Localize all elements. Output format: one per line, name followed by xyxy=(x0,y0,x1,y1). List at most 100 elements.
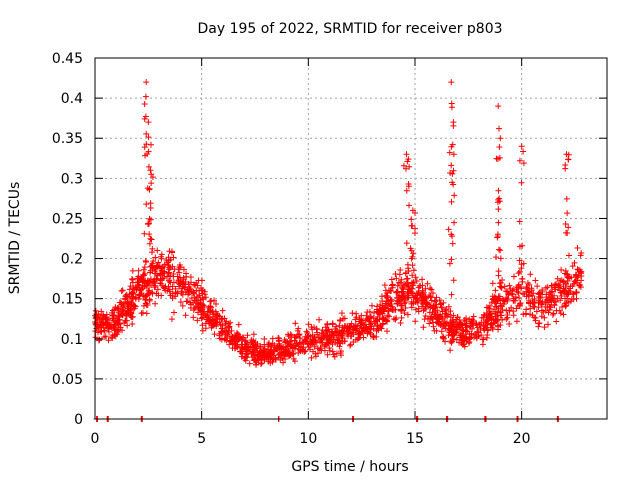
data-point xyxy=(336,322,343,329)
data-point xyxy=(111,327,118,334)
data-point xyxy=(246,360,253,367)
data-point xyxy=(515,302,522,309)
data-point xyxy=(557,277,564,284)
data-point xyxy=(541,314,548,321)
data-point xyxy=(96,314,103,321)
data-point xyxy=(386,313,393,320)
data-point xyxy=(103,322,110,329)
data-point xyxy=(403,151,410,158)
x-tick-label: 15 xyxy=(406,431,424,447)
data-point xyxy=(504,298,511,305)
data-point xyxy=(130,296,137,303)
data-point xyxy=(574,245,581,252)
data-point xyxy=(404,261,411,268)
data-point xyxy=(484,326,491,333)
data-point xyxy=(427,294,434,301)
data-point xyxy=(221,315,228,322)
data-point xyxy=(427,285,434,292)
data-point xyxy=(282,355,289,362)
data-point xyxy=(146,297,153,304)
data-point xyxy=(177,299,184,306)
data-point xyxy=(466,316,473,323)
data-point xyxy=(478,332,485,339)
data-point xyxy=(187,301,194,308)
data-point xyxy=(338,348,345,355)
data-point xyxy=(116,299,123,306)
data-point xyxy=(557,310,564,317)
data-point xyxy=(119,287,126,294)
data-point xyxy=(402,304,409,311)
data-point xyxy=(127,283,134,290)
data-point xyxy=(115,307,122,314)
data-point xyxy=(109,335,116,342)
data-point xyxy=(437,301,444,308)
data-point xyxy=(404,275,411,282)
data-point xyxy=(142,257,149,264)
data-point xyxy=(567,283,574,290)
data-point xyxy=(420,293,427,300)
data-point xyxy=(335,329,342,336)
data-point xyxy=(265,358,272,365)
data-point xyxy=(330,336,337,343)
data-point xyxy=(154,247,161,254)
data-point xyxy=(313,326,320,333)
data-point xyxy=(397,266,404,273)
data-point xyxy=(147,216,154,223)
data-point xyxy=(154,286,161,293)
data-point xyxy=(194,309,201,316)
data-point xyxy=(495,246,502,253)
data-point xyxy=(349,310,356,317)
data-point xyxy=(250,337,257,344)
data-point xyxy=(177,281,184,288)
data-point xyxy=(550,310,557,317)
data-point xyxy=(257,343,264,350)
x-tick-label: 0 xyxy=(91,431,100,447)
data-point xyxy=(494,231,501,238)
data-point xyxy=(415,305,422,312)
data-point xyxy=(326,347,333,354)
data-point xyxy=(195,293,202,300)
data-point xyxy=(167,292,174,299)
data-point xyxy=(420,324,427,331)
data-point xyxy=(124,305,131,312)
data-point xyxy=(450,319,457,326)
data-point xyxy=(128,301,135,308)
data-point xyxy=(534,283,541,290)
data-point xyxy=(123,312,130,319)
data-point xyxy=(409,207,416,214)
data-point xyxy=(285,333,292,340)
data-point xyxy=(194,282,201,289)
data-point xyxy=(518,179,525,186)
data-point xyxy=(413,295,420,302)
data-point xyxy=(387,296,394,303)
data-point xyxy=(329,348,336,355)
data-point xyxy=(400,294,407,301)
data-point xyxy=(493,318,500,325)
data-point xyxy=(129,320,136,327)
data-point xyxy=(405,183,412,190)
data-point xyxy=(258,355,265,362)
data-point xyxy=(539,288,546,295)
data-point xyxy=(409,280,416,287)
data-point xyxy=(447,314,454,321)
data-point xyxy=(381,282,388,289)
data-point xyxy=(347,332,354,339)
data-point xyxy=(170,279,177,286)
data-point xyxy=(506,307,513,314)
data-point xyxy=(302,347,309,354)
data-point xyxy=(314,345,321,352)
data-point xyxy=(436,297,443,304)
data-point xyxy=(445,303,452,310)
data-point xyxy=(578,250,585,257)
data-point xyxy=(382,300,389,307)
data-point xyxy=(241,355,248,362)
data-point xyxy=(463,320,470,327)
data-point xyxy=(393,289,400,296)
data-point xyxy=(102,321,109,328)
data-point xyxy=(142,300,149,307)
data-point xyxy=(426,320,433,327)
data-point xyxy=(186,286,193,293)
data-point xyxy=(389,281,396,288)
data-point xyxy=(433,327,440,334)
